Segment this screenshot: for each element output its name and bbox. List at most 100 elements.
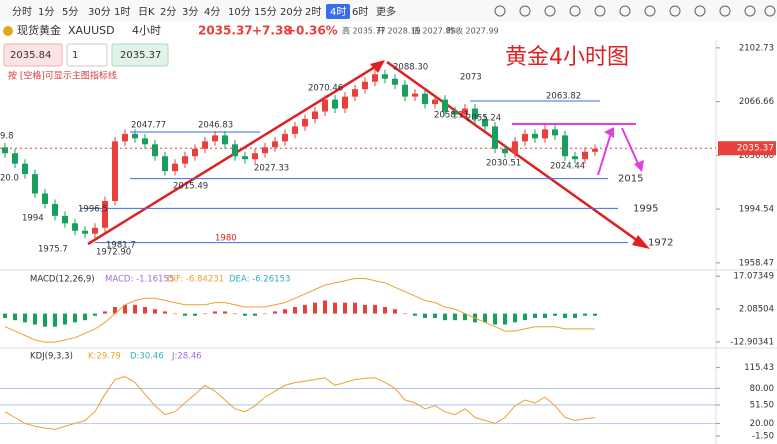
period: 4小时 (132, 24, 161, 37)
toolbar-item[interactable]: 分时 (12, 6, 32, 18)
indicator-legend: J:28.46 (171, 352, 202, 362)
trend-arrow (386, 60, 646, 248)
y-tick-label: 2.08504 (739, 305, 774, 315)
price-annotation: 1994 (22, 214, 44, 224)
price-annotation: 2055.24 (466, 114, 501, 124)
candle-body (82, 230, 88, 234)
toolbar-item[interactable]: 6时 (352, 6, 368, 18)
buy-price: 2035.37 (120, 50, 161, 61)
price-annotation: 2030.51 (486, 159, 521, 169)
indicator-legend: K:29.79 (88, 352, 121, 362)
macd-bar (123, 304, 127, 314)
toolbar-item[interactable]: 4时 (330, 6, 346, 18)
candle-body (442, 99, 448, 112)
price: 2035.37 (198, 24, 253, 38)
macd-bar (273, 311, 277, 314)
y-tick-label: 1958.47 (739, 258, 774, 268)
macd-bar (413, 313, 417, 316)
toolbar-item[interactable]: 4分 (204, 6, 220, 18)
macd-bar (173, 313, 177, 315)
buy-button[interactable] (111, 43, 169, 67)
tool-icon[interactable] (519, 5, 531, 17)
toolbar-item[interactable]: 30分 (88, 6, 111, 18)
symbol: 现货黄金 (17, 23, 61, 37)
toolbar-item[interactable]: 1时 (114, 6, 130, 18)
dif-line (4, 278, 595, 343)
stat: 高 2035.77 (342, 26, 386, 36)
macd-bar (63, 313, 67, 325)
macd-bar (583, 313, 587, 316)
price-annotation: 2027.33 (254, 164, 289, 174)
level-label: 2015 (618, 174, 643, 185)
quantity-input[interactable] (66, 43, 108, 67)
candle-body (492, 126, 498, 149)
y-tick-label: 17.07349 (733, 272, 774, 282)
candle-body (582, 151, 588, 160)
toolbar-item[interactable]: 更多 (376, 5, 396, 18)
candle-body (142, 138, 148, 145)
candle-body (482, 118, 488, 127)
tool-icon[interactable] (544, 5, 556, 17)
macd-bar (443, 313, 447, 321)
toolbar-item[interactable]: 20分 (280, 6, 303, 18)
candle-body (502, 148, 508, 154)
macd-bar (33, 313, 37, 325)
toolbar-item[interactable]: 2分 (160, 6, 176, 18)
tool-icon[interactable] (744, 5, 756, 17)
change: +7.38 (252, 24, 292, 38)
candle-body (532, 133, 538, 139)
candle-body (202, 141, 208, 149)
y-tick-label: -1.50 (752, 431, 774, 441)
macd-bar (133, 304, 137, 314)
tool-icon[interactable] (669, 5, 681, 17)
price-annotation: 1996.5 (78, 205, 108, 215)
toolbar-item[interactable]: 10分 (228, 6, 251, 18)
macd-bar (23, 313, 27, 323)
macd-bar (53, 313, 57, 327)
candle-body (462, 108, 468, 115)
candle-body (402, 84, 408, 97)
candle-body (362, 81, 368, 90)
candle-body (152, 144, 158, 157)
toolbar-item[interactable]: 2时 (305, 6, 321, 18)
candle-body (392, 78, 398, 85)
macd-bar (533, 313, 537, 318)
k-line (4, 376, 596, 430)
level-label: 1972 (648, 238, 673, 249)
sell-button[interactable] (3, 43, 63, 67)
tool-icon[interactable] (569, 5, 581, 17)
tool-icon[interactable] (619, 5, 631, 17)
candle-body (352, 89, 358, 97)
macd-bar (143, 307, 147, 314)
tool-icon[interactable] (719, 5, 731, 17)
tool-icon[interactable] (494, 5, 506, 17)
price-annotation: 1972.90 (96, 248, 131, 258)
macd-bar (93, 313, 97, 316)
tool-icon[interactable] (594, 5, 606, 17)
macd-bar (83, 313, 87, 321)
toolbar-item[interactable]: 15分 (254, 6, 277, 18)
macd-bar (563, 313, 567, 318)
toolbar-item[interactable]: 日K (138, 7, 155, 18)
toolbar-item[interactable]: 1分 (38, 6, 54, 18)
indicator-legend: MACD: -1.16155 (105, 275, 174, 285)
toolbar-item[interactable]: 5分 (62, 6, 78, 18)
candle-body (242, 156, 248, 160)
current-price: 2035.37 (737, 144, 774, 154)
candle-body (222, 135, 228, 145)
tool-icon[interactable] (644, 5, 656, 17)
candle-body (192, 148, 198, 157)
hint: 按 [空格]可显示主图指标线 (8, 70, 117, 82)
y-tick-label: -12.90341 (730, 337, 774, 347)
price-annotation: 2024.44 (550, 162, 585, 172)
macd-bar (333, 302, 337, 314)
candle-body (372, 74, 378, 82)
candle-body (102, 200, 108, 228)
chart-title: 黄金4小时图 (505, 45, 629, 70)
tool-icon[interactable] (694, 5, 706, 17)
candle-body (172, 163, 178, 172)
candle-body (282, 133, 288, 142)
toolbar-item[interactable]: 3分 (182, 6, 198, 18)
macd-bar (363, 304, 367, 314)
tool-icon[interactable] (764, 5, 776, 17)
